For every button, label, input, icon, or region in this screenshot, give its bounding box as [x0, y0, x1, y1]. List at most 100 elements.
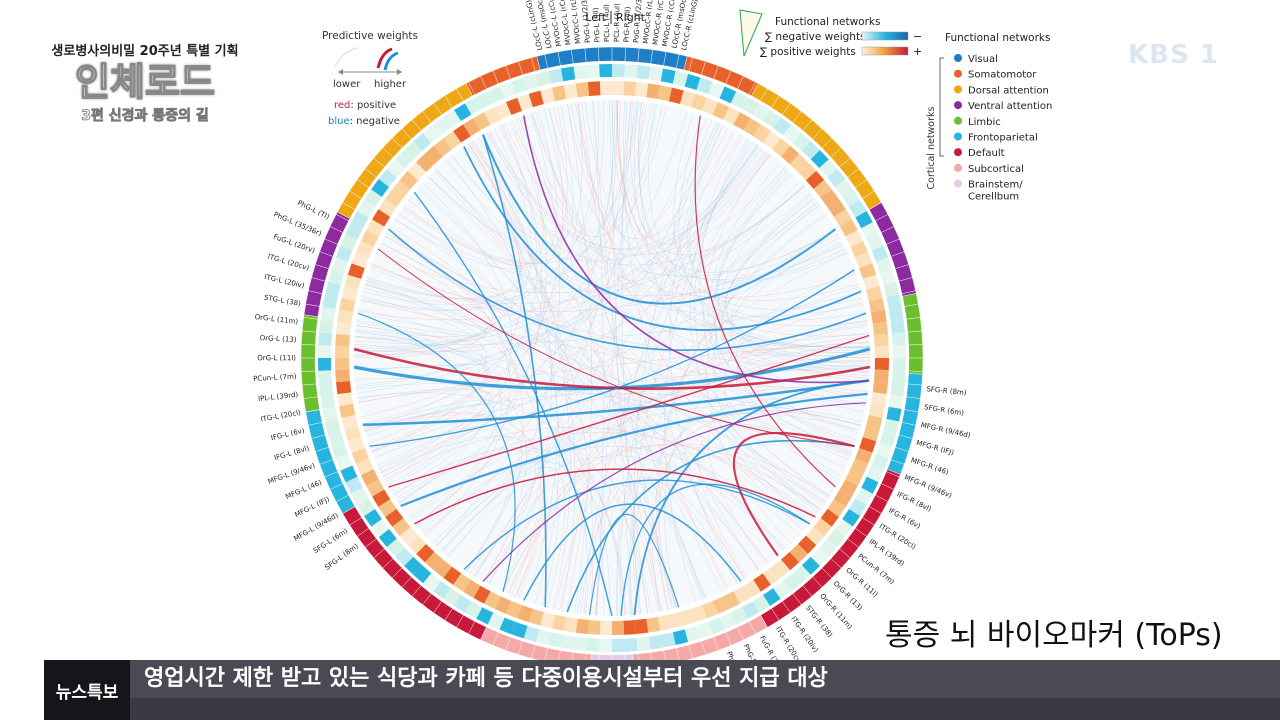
- legend-label-brainstem-cerellbum: Brainstem/: [968, 180, 1023, 191]
- chord-16: [694, 115, 836, 488]
- right-node-label: MFG-R (IFJ): [915, 439, 955, 457]
- chord-10: [413, 191, 613, 617]
- left-node-label: PhG-L (TI): [296, 199, 331, 222]
- positive-gradient-bar: [861, 46, 909, 56]
- right-node-label: IFG-R (6v): [887, 506, 922, 530]
- chord-22: [482, 402, 867, 582]
- left-node-label: ITG-L (20iv): [264, 273, 306, 290]
- chord-19: [357, 312, 516, 592]
- right-node-label: SFG-R (8m): [926, 385, 967, 397]
- top-node-label: PoG-L (1/2/3ll): [580, 0, 592, 43]
- left-node-label: ITG-L (20cv): [267, 253, 311, 273]
- left-node-label: IFG-L (8vl): [273, 444, 310, 462]
- legend-dot-limbic: [954, 116, 962, 125]
- left-node-label: STG-L (38): [263, 294, 301, 308]
- chord-6: [388, 228, 867, 351]
- sum-weights-legend: Functional networks ∑ negative weights ∑…: [739, 9, 922, 58]
- ticker-tag: 뉴스특보: [44, 660, 130, 720]
- left-node-label: MFG-L (46): [284, 478, 323, 501]
- episode-title: 3편 신경과 통증의 길: [81, 108, 209, 125]
- program-subtitle: 생로병사의비밀 20주년 특별 기획: [51, 44, 239, 59]
- legend-dot-default: [954, 148, 962, 157]
- left-hemisphere-label: Left: [585, 11, 606, 24]
- chord-18: [369, 269, 855, 447]
- legend-label-somatomotor: Somatomotor: [968, 70, 1037, 81]
- networks-legend-title: Functional networks: [945, 32, 1050, 44]
- program-title: 인체로드: [74, 59, 215, 105]
- higher-weight-blue-arc-icon: [383, 51, 399, 71]
- right-hemisphere-label: Right: [616, 11, 646, 24]
- right-node-label: SFG-R (6m): [924, 403, 965, 417]
- chord-21: [620, 483, 810, 616]
- sum-weight-rings: [318, 64, 906, 652]
- predictive-weights-legend: Predictive weights lower higher red: pos…: [322, 30, 418, 127]
- lower-label: lower: [333, 79, 361, 90]
- chord-13: [732, 431, 855, 557]
- ticker-lower-strip: [130, 698, 1280, 720]
- blue-negative-label: blue: negative: [328, 116, 400, 127]
- legend-label-brainstem-cerellbum: Cerellbum: [968, 192, 1019, 203]
- left-node-label: IFG-L (6v): [270, 426, 305, 442]
- overlay-caption: 통증 뇌 바이오마커 (ToPs): [885, 618, 1223, 653]
- sum-positive-label: ∑ positive weights: [760, 46, 856, 58]
- sector-limbic: [300, 314, 320, 413]
- negative-gradient-bar: [861, 31, 909, 41]
- chord-body: SFG-L (8m)SFG-L (6m)MFG-L (9/46d)MFG-L (…: [253, 0, 971, 660]
- funnel-icon: [739, 9, 763, 57]
- minus-sign: −: [913, 30, 922, 43]
- chord-4: [482, 134, 837, 305]
- sum-negative-label: ∑ negative weights: [765, 31, 866, 43]
- news-ticker: 뉴스특보 영업시간 제한 받고 있는 식당과 카페 등 다중이용시설부터 우선 …: [44, 660, 1280, 720]
- lower-weight-arc-icon: [334, 47, 359, 68]
- legend-dot-somatomotor: [954, 69, 962, 78]
- legend-dot-frontoparietal: [954, 132, 962, 141]
- sector-somatomotor: [465, 55, 541, 97]
- red-positive-label: red: positive: [334, 100, 396, 111]
- higher-weight-red-arc-icon: [376, 47, 393, 69]
- legend-label-subcortical: Subcortical: [968, 164, 1024, 175]
- ticker-message: 영업시간 제한 받고 있는 식당과 카페 등 다중이용시설부터 우선 지급 대상: [144, 666, 828, 691]
- top-node-label: PoG-R (1/2/3ll): [632, 0, 644, 43]
- chord-1: [353, 347, 871, 390]
- legend-label-visual: Visual: [968, 54, 998, 65]
- chord-2: [362, 379, 870, 427]
- legend-label-ventral-attention: Ventral attention: [968, 101, 1052, 112]
- right-node-label: PhG-R (TI): [725, 650, 746, 660]
- top-node-label: PrG-L (4ll): [592, 7, 602, 42]
- left-node-label: OrG-L (11l): [257, 354, 296, 362]
- chord-diagram: Predictive weights lower higher red: pos…: [253, 0, 1052, 660]
- top-node-label: PCL-R (4ul): [613, 3, 622, 42]
- predictive-title: Predictive weights: [322, 30, 418, 42]
- chord-20: [588, 513, 680, 616]
- right-node-label: IFG-R (8vl): [896, 490, 933, 513]
- left-node-label: MFG-L (IFJ): [293, 495, 331, 519]
- chord-9: [482, 134, 547, 608]
- legend-dot-subcortical: [954, 163, 962, 172]
- broadcaster-logo: KBS 1: [1128, 40, 1219, 70]
- strong-chords: [353, 115, 871, 617]
- top-node-label: PrG-R (4ll): [622, 6, 632, 42]
- plus-sign: +: [913, 45, 922, 58]
- left-node-label: FuG-L (20rv): [272, 233, 316, 255]
- left-node-label: OrG-L (11m): [254, 313, 299, 326]
- chord-8: [633, 379, 870, 616]
- chord-14: [414, 468, 816, 525]
- right-node-label: MFG-R (9/46d): [920, 421, 972, 440]
- chord-3: [400, 392, 868, 508]
- legend-dot-dorsal-attention: [954, 85, 962, 94]
- left-node-label: IPL-L (39rd): [258, 391, 299, 404]
- cortical-bracket: [939, 57, 944, 157]
- higher-label: higher: [374, 79, 407, 90]
- chord-15: [388, 334, 870, 488]
- top-node-label: PCL-L (4ul): [603, 4, 612, 42]
- legend-dot-ventral-attention: [954, 101, 962, 110]
- network-ring: [300, 46, 924, 660]
- chord-23: [377, 248, 855, 447]
- left-node-label: PCun-L (7m): [253, 372, 297, 383]
- legend-dot-brainstem-cerellbum: [954, 179, 962, 188]
- hemisphere-header: Left Right: [585, 11, 646, 24]
- legend-label-limbic: Limbic: [968, 117, 1001, 128]
- chord-5: [463, 146, 862, 331]
- functional-networks-legend: Functional networks Cortical networks Vi…: [926, 32, 1052, 203]
- cortical-networks-label: Cortical networks: [926, 106, 937, 189]
